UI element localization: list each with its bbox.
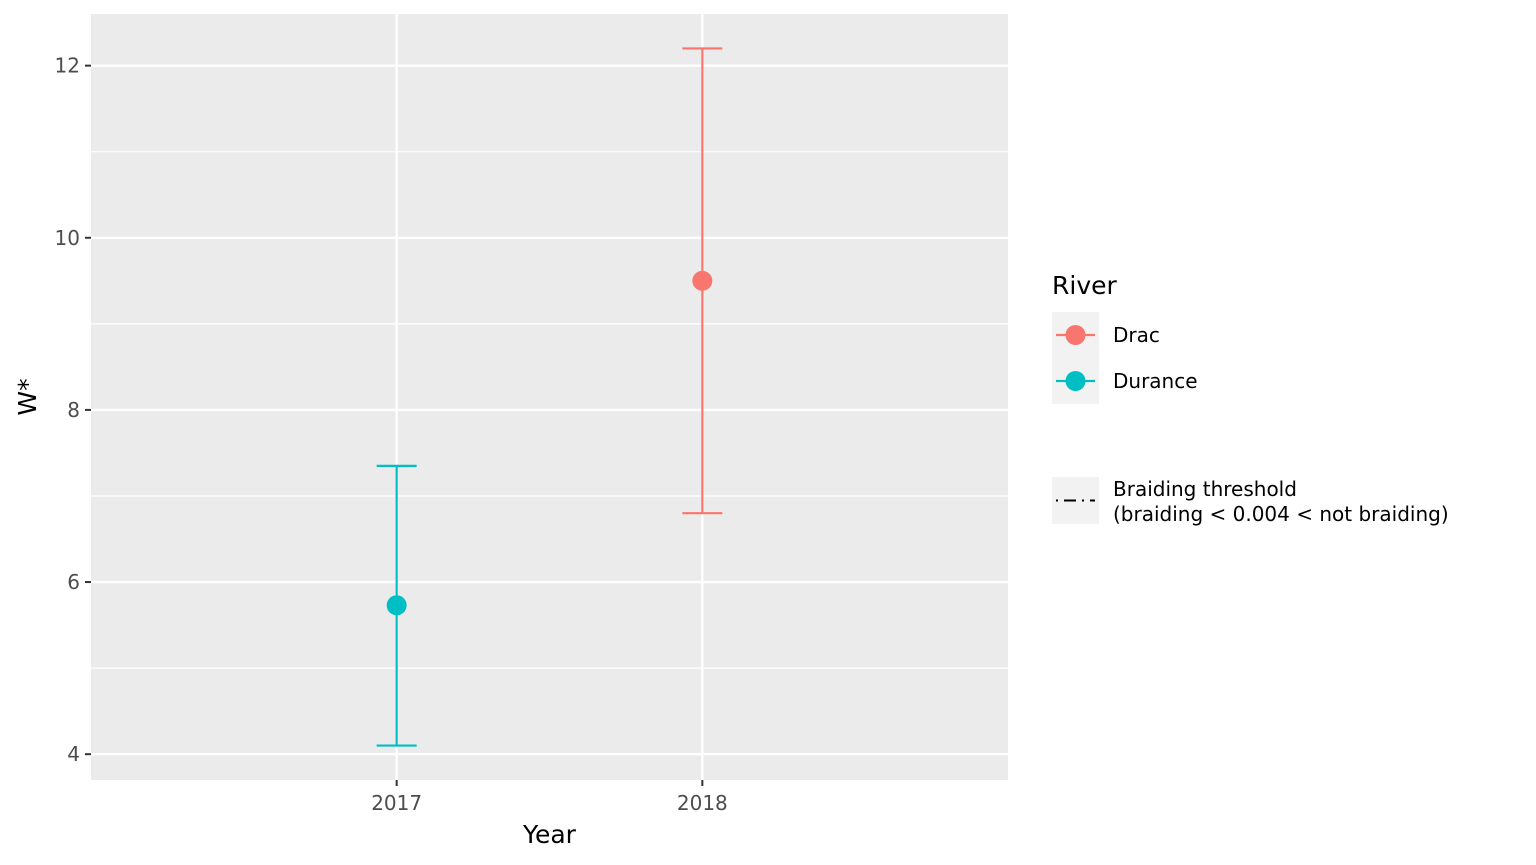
plot-panel (91, 14, 1008, 780)
data-point (692, 270, 713, 291)
y-axis-title: W* (13, 378, 42, 415)
x-axis-title: Year (522, 820, 577, 849)
y-tick-label: 12 (55, 54, 80, 78)
y-tick-label: 10 (55, 226, 80, 250)
x-tick-label: 2018 (677, 791, 728, 815)
x-tick-labels: 2017 2018 (371, 791, 728, 815)
legend-threshold-label-line2: (braiding < 0.004 < not braiding) (1113, 502, 1449, 526)
grid-minor (91, 151, 1008, 669)
data-point (386, 595, 407, 616)
y-tick-labels: 4 6 8 10 12 (55, 54, 80, 767)
y-tick-label: 6 (67, 570, 80, 594)
legend-key-point (1065, 325, 1086, 345)
legend-threshold: Braiding threshold (braiding < 0.004 < n… (1052, 477, 1449, 526)
axis-ticks (85, 64, 704, 786)
x-tick-label: 2017 (371, 791, 422, 815)
legend-river-items: Drac Durance (1052, 312, 1198, 404)
legend: River Drac Durance Braiding threshold (br… (1052, 271, 1449, 526)
legend-label-drac: Drac (1113, 323, 1160, 347)
legend-key-point (1065, 371, 1086, 391)
y-tick-label: 8 (67, 398, 80, 422)
legend-label-durance: Durance (1113, 369, 1198, 393)
legend-threshold-label-line1: Braiding threshold (1113, 477, 1297, 501)
data-layer (376, 47, 723, 747)
y-tick-label: 4 (67, 742, 80, 766)
legend-title: River (1052, 271, 1117, 300)
